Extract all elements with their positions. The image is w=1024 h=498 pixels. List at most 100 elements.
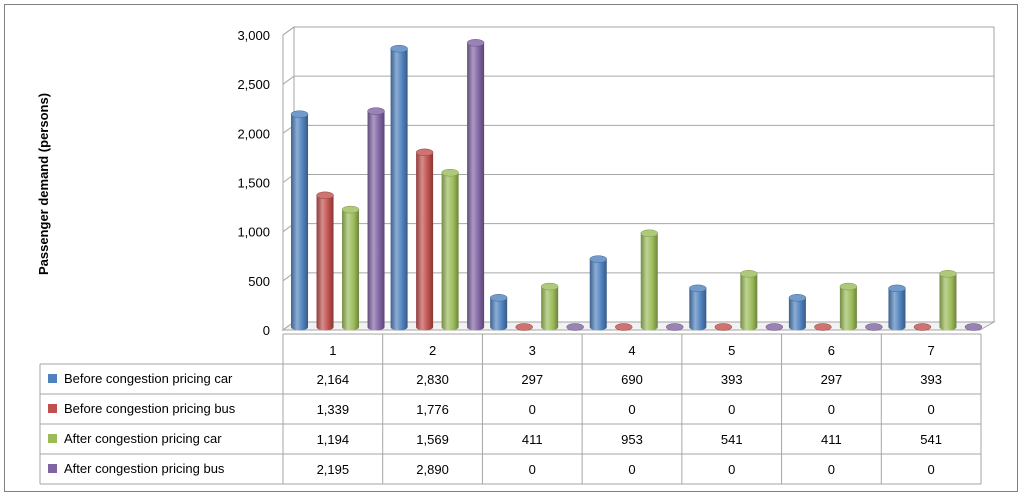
bar-series-4-category-1 xyxy=(367,107,385,331)
legend-entry: After congestion pricing car xyxy=(64,431,222,446)
data-label: 0 xyxy=(828,462,835,477)
bar-series-3-category-7 xyxy=(939,270,957,331)
grid-layer xyxy=(281,26,996,331)
data-label: 1,339 xyxy=(317,402,350,417)
bar-series-2-category-4 xyxy=(615,323,633,331)
bar-body xyxy=(490,297,508,331)
data-label: 1,194 xyxy=(317,432,350,447)
bar-body xyxy=(316,195,334,331)
bar-top xyxy=(714,323,733,331)
bar-series-1-category-3 xyxy=(489,294,508,331)
bar-body xyxy=(788,297,806,331)
bar-top xyxy=(415,148,434,157)
bars-layer xyxy=(290,39,983,331)
bar-body xyxy=(589,259,607,331)
bar-series-1-category-5 xyxy=(689,284,707,331)
bar-body xyxy=(939,273,957,331)
bar-body xyxy=(839,286,857,331)
bar-series-3-category-2 xyxy=(441,168,459,331)
data-label: 411 xyxy=(821,432,842,447)
y-tick-label: 500 xyxy=(248,274,270,289)
bar-top xyxy=(666,323,684,331)
bar-series-4-category-3 xyxy=(566,323,584,331)
bar-body xyxy=(342,209,360,331)
bar-series-2-category-1 xyxy=(316,191,334,331)
bar-series-3-category-3 xyxy=(540,282,559,331)
data-label: 0 xyxy=(828,402,835,417)
y-tick-label: 2,000 xyxy=(237,126,270,141)
category-label: 2 xyxy=(429,343,436,358)
legend-entry: After congestion pricing bus xyxy=(64,461,225,476)
data-label: 690 xyxy=(621,372,643,387)
bar-body xyxy=(390,48,408,331)
legend-entry: Before congestion pricing car xyxy=(64,371,233,386)
gridline-side xyxy=(282,75,295,85)
category-label: 6 xyxy=(828,343,835,358)
data-label: 0 xyxy=(728,402,735,417)
data-label: 541 xyxy=(721,432,743,447)
bar-series-4-category-2 xyxy=(466,39,485,331)
bar-top xyxy=(390,44,408,53)
data-label: 0 xyxy=(628,462,635,477)
bar-body xyxy=(291,114,309,331)
bar-top xyxy=(913,323,932,331)
legend-swatch xyxy=(48,374,57,383)
legend-entry: Before congestion pricing bus xyxy=(64,401,236,416)
category-label: 1 xyxy=(329,343,336,358)
data-label: 2,830 xyxy=(416,372,449,387)
bar-series-4-category-6 xyxy=(865,323,883,331)
bar-body xyxy=(640,233,658,331)
bar-top xyxy=(839,282,858,291)
data-label: 1,569 xyxy=(416,432,449,447)
bar-series-3-category-5 xyxy=(740,270,758,331)
y-tick-label: 3,000 xyxy=(237,28,270,43)
bar-series-4-category-7 xyxy=(964,323,983,331)
data-label: 297 xyxy=(521,372,543,387)
bar-series-2-category-2 xyxy=(415,148,434,331)
bar-top xyxy=(589,255,607,263)
category-label: 5 xyxy=(728,343,735,358)
data-label: 393 xyxy=(920,372,942,387)
bar-top xyxy=(689,284,707,293)
category-label: 3 xyxy=(529,343,536,358)
bar-top xyxy=(290,110,309,118)
data-label: 2,195 xyxy=(317,462,350,477)
bar-series-3-category-6 xyxy=(839,282,858,331)
data-label: 2,164 xyxy=(317,372,350,387)
bar-top xyxy=(865,323,883,331)
bar-top xyxy=(515,323,533,331)
bar-top xyxy=(566,323,584,331)
y-tick-label: 2,500 xyxy=(237,77,270,92)
data-label: 393 xyxy=(721,372,743,387)
bar-series-2-category-7 xyxy=(913,323,932,331)
data-label: 1,776 xyxy=(416,402,449,417)
bar-top xyxy=(939,270,957,278)
legend-swatch xyxy=(48,464,57,473)
bar-body xyxy=(888,288,906,331)
gridline-side xyxy=(282,26,295,36)
y-axis-ticks: 0 500 1,000 1,500 2,000 2,500 3,000 xyxy=(237,28,270,338)
bar-top xyxy=(814,323,832,331)
bar-series-3-category-4 xyxy=(640,229,658,331)
bar-top xyxy=(765,323,784,331)
bar-series-1-category-4 xyxy=(589,255,607,331)
bar-body xyxy=(541,286,559,331)
bar-top xyxy=(888,284,906,293)
bar-top xyxy=(740,270,758,278)
bar-top xyxy=(367,107,385,115)
bar-top xyxy=(341,205,360,214)
bar-top xyxy=(640,229,658,238)
category-label: 7 xyxy=(928,343,935,358)
y-tick-label: 0 xyxy=(263,323,270,338)
data-label: 953 xyxy=(621,432,643,447)
data-label: 0 xyxy=(928,462,935,477)
bar-series-1-category-2 xyxy=(390,44,408,331)
bar-top xyxy=(964,323,983,331)
bar-body xyxy=(416,152,434,331)
category-label: 4 xyxy=(628,343,635,358)
y-axis-label: Passenger demand (persons) xyxy=(36,93,51,275)
bar-top xyxy=(441,168,459,177)
bar-series-4-category-4 xyxy=(666,323,684,331)
bar-body xyxy=(467,42,485,331)
